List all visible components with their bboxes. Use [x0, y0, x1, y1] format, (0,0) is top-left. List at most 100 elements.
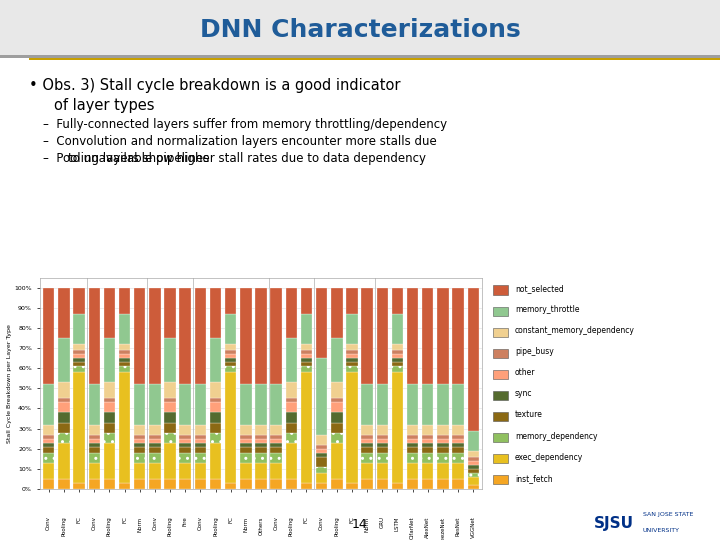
Bar [119, 345, 130, 350]
Bar [437, 447, 449, 453]
Bar [179, 435, 191, 438]
Text: 14: 14 [352, 518, 368, 531]
Bar [164, 338, 176, 382]
Bar [407, 463, 418, 478]
Bar [104, 413, 115, 422]
Bar [437, 288, 449, 384]
Bar [452, 424, 464, 435]
Bar [73, 354, 85, 359]
Bar [407, 453, 418, 463]
Bar [240, 424, 251, 435]
Bar [164, 382, 176, 399]
Bar [331, 338, 343, 382]
Bar [134, 478, 145, 489]
Bar [286, 338, 297, 382]
Bar [240, 453, 251, 463]
Text: of layer types: of layer types [54, 98, 155, 113]
Bar [437, 478, 449, 489]
Bar [377, 288, 388, 384]
Bar [346, 483, 358, 489]
Bar [89, 447, 100, 453]
Bar [437, 435, 449, 438]
Bar [225, 359, 236, 362]
Bar [331, 422, 343, 433]
Bar [407, 447, 418, 453]
Bar [407, 478, 418, 489]
Bar [377, 443, 388, 447]
Bar [210, 399, 221, 402]
Bar [164, 422, 176, 433]
Bar [467, 472, 479, 477]
Bar [361, 478, 373, 489]
Bar [422, 424, 433, 435]
Bar [256, 447, 266, 453]
Bar [316, 472, 328, 483]
Bar [286, 382, 297, 399]
Bar [256, 463, 266, 478]
Bar [301, 354, 312, 359]
Bar [225, 483, 236, 489]
Bar [58, 422, 70, 433]
Bar [492, 349, 508, 358]
Bar [58, 338, 70, 382]
Text: SAN JOSE STATE: SAN JOSE STATE [643, 511, 693, 517]
Bar [58, 478, 70, 489]
Bar [179, 463, 191, 478]
Bar [210, 413, 221, 422]
Bar [43, 478, 55, 489]
Bar [210, 402, 221, 413]
Bar [210, 433, 221, 443]
Bar [149, 424, 161, 435]
Bar [392, 362, 403, 366]
Bar [58, 288, 70, 338]
Bar [392, 483, 403, 489]
Bar [361, 438, 373, 443]
Bar [256, 424, 266, 435]
Bar [407, 384, 418, 424]
Bar [492, 286, 508, 295]
Bar [331, 443, 343, 478]
Bar [361, 463, 373, 478]
Bar [73, 350, 85, 354]
Text: memory_dependency: memory_dependency [515, 431, 598, 441]
Bar [43, 453, 55, 463]
Bar [73, 345, 85, 350]
Bar [119, 373, 130, 483]
Bar [240, 384, 251, 424]
Text: pipe_busy: pipe_busy [515, 347, 554, 356]
Bar [316, 483, 328, 489]
Bar [331, 402, 343, 413]
Bar [164, 478, 176, 489]
Bar [331, 382, 343, 399]
Bar [225, 288, 236, 314]
Bar [134, 447, 145, 453]
Bar [271, 435, 282, 438]
Bar [286, 399, 297, 402]
Bar [316, 359, 328, 435]
Bar [407, 443, 418, 447]
Bar [316, 467, 328, 472]
Text: inst_fetch: inst_fetch [515, 474, 552, 483]
Bar [179, 384, 191, 424]
Bar [104, 443, 115, 478]
Bar [422, 478, 433, 489]
Bar [194, 463, 206, 478]
Bar [377, 453, 388, 463]
Bar [119, 354, 130, 359]
Bar [225, 345, 236, 350]
Bar [392, 288, 403, 314]
Bar [73, 373, 85, 483]
Bar [58, 382, 70, 399]
Text: not_selected: not_selected [515, 284, 564, 293]
Bar [43, 463, 55, 478]
Bar [104, 288, 115, 338]
Bar [149, 447, 161, 453]
Bar [331, 288, 343, 338]
Bar [225, 354, 236, 359]
Bar [437, 384, 449, 424]
Text: other: other [515, 368, 536, 377]
Bar [43, 288, 55, 384]
Text: –  Pooling layers show higher stall rates due to data dependency: – Pooling layers show higher stall rates… [43, 152, 426, 165]
Bar [346, 359, 358, 362]
Bar [286, 443, 297, 478]
